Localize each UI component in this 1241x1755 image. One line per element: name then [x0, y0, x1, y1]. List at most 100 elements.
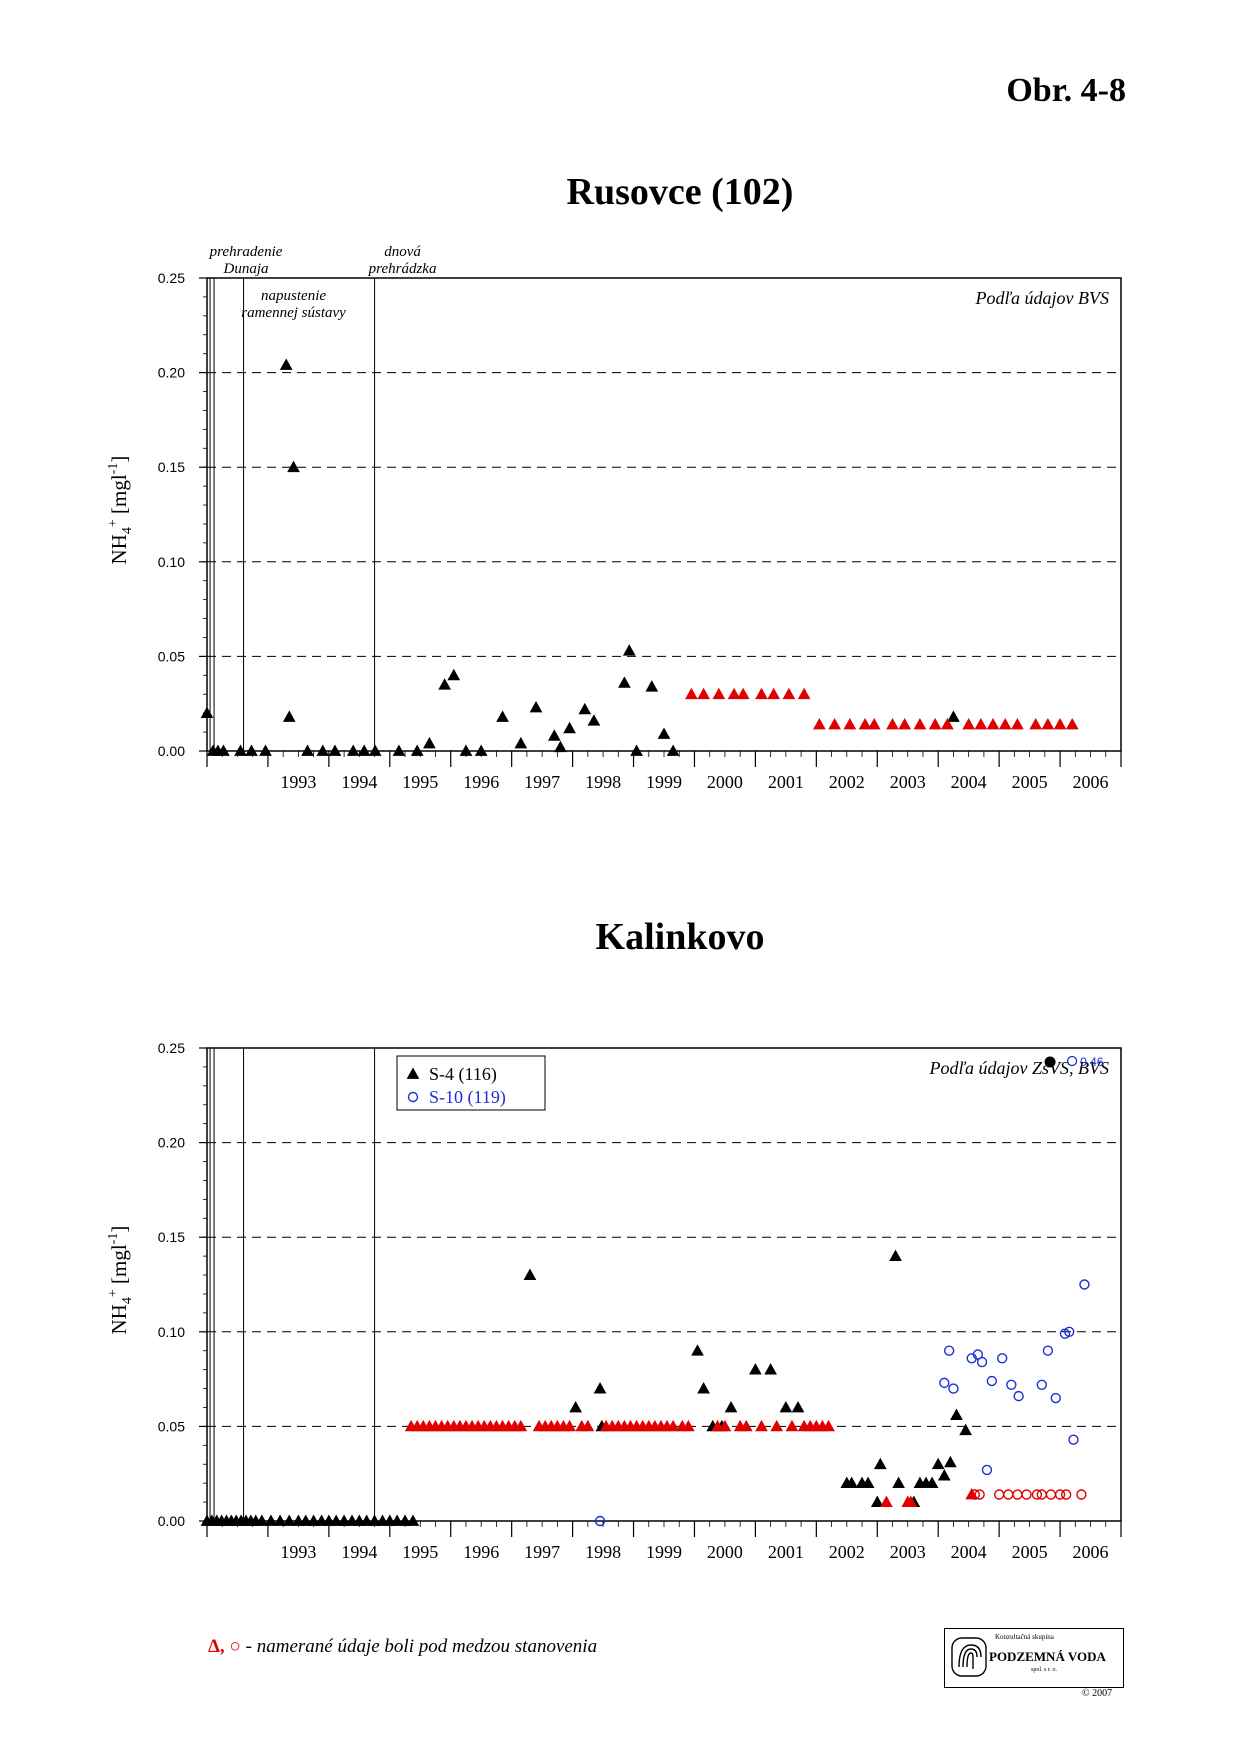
data-point-triangle	[346, 744, 360, 756]
x-tick-label: 1997	[524, 772, 560, 792]
x-tick-label: 2001	[768, 1542, 804, 1562]
data-point-triangle	[785, 1419, 799, 1432]
event-label: Dunaja	[223, 261, 269, 277]
data-point-triangle	[666, 1419, 680, 1432]
x-tick-label: 2000	[707, 1542, 743, 1562]
x-tick-label: 2000	[707, 772, 743, 792]
logo-sub: spol. s r. o.	[1031, 1667, 1058, 1673]
y-tick-label: 0.00	[158, 743, 185, 759]
data-point-triangle	[259, 744, 272, 756]
data-point-triangle	[697, 1382, 710, 1394]
data-point-triangle	[685, 687, 698, 700]
event-label: prehrádzka	[368, 261, 437, 277]
data-point-triangle	[200, 706, 214, 719]
data-point-circle	[1064, 1326, 1075, 1337]
data-point-triangle	[931, 1457, 945, 1470]
legend-marker-circle	[407, 1091, 419, 1103]
data-point-triangle	[889, 1249, 902, 1262]
data-point-triangle	[998, 717, 1012, 730]
offscale-marker	[1044, 1056, 1056, 1068]
data-point-triangle	[523, 1268, 537, 1280]
data-point-triangle	[657, 727, 671, 739]
data-point-triangle	[925, 1476, 939, 1489]
x-tick-label: 1995	[402, 772, 438, 792]
y-axis-label-base: NH	[107, 534, 131, 564]
y-axis-label-rest: [mgl	[107, 1244, 131, 1289]
x-tick-label: 1994	[341, 1542, 377, 1562]
chart-title-kalinkovo: Kalinkovo	[595, 916, 765, 958]
data-point-triangle	[898, 717, 912, 730]
data-point-triangle	[1029, 717, 1043, 730]
data-point-triangle	[1041, 717, 1055, 730]
y-axis-label-end: ]	[107, 456, 131, 463]
data-point-triangle	[368, 1514, 381, 1526]
data-point-triangle	[986, 717, 1000, 730]
footnote: Δ, ○ - namerané údaje boli pod medzou st…	[208, 1636, 597, 1658]
data-point-triangle	[398, 1514, 412, 1526]
x-tick-label: 1993	[280, 1542, 316, 1562]
event-label: dnová	[384, 244, 421, 260]
data-point-circle	[1042, 1345, 1054, 1356]
data-point-circle	[1068, 1434, 1079, 1445]
y-tick-label: 0.05	[158, 648, 185, 664]
data-point-triangle	[447, 668, 461, 681]
data-point-triangle	[767, 687, 781, 700]
data-point-triangle	[822, 1419, 835, 1432]
plot-area: 0.00 0.05 0.10 0.15 0.20 0.25 1993 1994 1995 1996…	[106, 244, 1122, 792]
y-tick-label: 0.20	[158, 1135, 185, 1151]
data-point-triangle	[858, 717, 872, 730]
data-point-triangle	[245, 744, 258, 756]
y-axis-label-end: ]	[107, 1226, 131, 1233]
data-point-triangle	[666, 744, 680, 756]
data-point-triangle	[724, 1400, 738, 1413]
chart-rusovce: 0.00 0.05 0.10 0.15 0.20 0.25 1993 1994 1995 1996…	[106, 244, 1122, 792]
data-point-circle	[996, 1353, 1008, 1364]
data-point-triangle	[392, 744, 406, 756]
data-point-triangle	[950, 1408, 963, 1420]
data-point-triangle	[770, 1419, 784, 1432]
x-tick-label: 2002	[829, 772, 865, 792]
data-point-circle	[1031, 1489, 1043, 1500]
x-tick-label: 2004	[951, 1542, 987, 1562]
data-point-triangle	[514, 736, 528, 749]
x-tick-label: 1997	[524, 1542, 560, 1562]
x-tick-label: 1996	[463, 1542, 499, 1562]
y-axis-label: NH4+ [mgl-1]	[106, 456, 135, 565]
y-tick-label: 0.00	[158, 1513, 185, 1529]
data-point-triangle	[645, 680, 659, 692]
data-point-triangle	[965, 1487, 979, 1500]
data-point-triangle	[264, 1514, 278, 1526]
data-point-triangle	[870, 1495, 884, 1507]
x-tick-label: 2002	[829, 1542, 865, 1562]
legend: S-4 (116)S-10 (119)	[396, 1055, 546, 1111]
plot-area: 0.00 0.05 0.10 0.15 0.20 0.25 1993 1994 1995 1996…	[106, 1040, 1122, 1562]
y-tick-label: 0.15	[158, 1229, 185, 1245]
data-point-triangle	[217, 744, 230, 756]
data-point-triangle	[630, 744, 643, 756]
data-point-triangle	[764, 1363, 777, 1375]
data-point-circle	[976, 1356, 988, 1368]
data-point-triangle	[843, 717, 857, 730]
x-tick-label: 2005	[1012, 772, 1048, 792]
data-point-triangle	[287, 460, 300, 473]
data-point-circle	[948, 1383, 959, 1394]
data-point-triangle	[867, 717, 881, 730]
figure-number: Obr. 4-8	[1006, 72, 1126, 109]
plot-frame	[206, 1047, 1122, 1522]
data-point-triangle	[697, 687, 710, 700]
data-point-triangle	[618, 676, 631, 688]
data-point-triangle	[718, 1419, 732, 1432]
data-point-circle	[1012, 1489, 1023, 1500]
x-tick-label: 1994	[341, 772, 377, 792]
y-axis-label-sup: +	[106, 1289, 121, 1297]
y-tick-label: 0.10	[158, 554, 185, 570]
data-point-triangle	[739, 1419, 753, 1432]
data-point-triangle	[360, 1514, 373, 1526]
data-point-circle	[974, 1489, 985, 1500]
y-tick-label: 0.10	[158, 1324, 185, 1340]
data-point-triangle	[791, 1400, 805, 1413]
data-point-triangle	[682, 1419, 695, 1432]
data-point-circle	[986, 1375, 998, 1387]
x-tick-label: 2005	[1012, 1542, 1048, 1562]
x-tick-label: 1999	[646, 1542, 682, 1562]
